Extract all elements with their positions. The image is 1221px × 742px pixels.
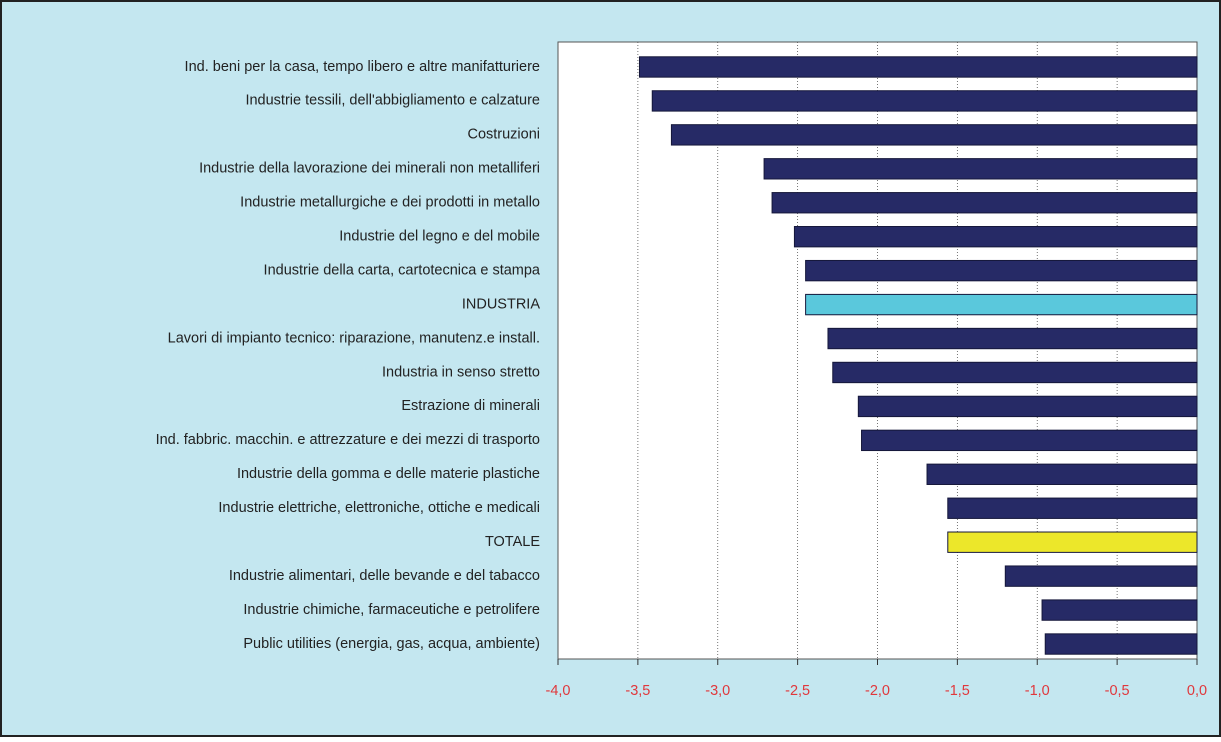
bar bbox=[857, 395, 1198, 418]
y-tick-label: Industrie alimentari, delle bevande e de… bbox=[229, 568, 540, 584]
x-tick-label: -3,0 bbox=[705, 683, 730, 699]
bar bbox=[1044, 633, 1198, 655]
x-tick-label: -1,5 bbox=[945, 683, 970, 699]
y-tick-label: Ind. beni per la casa, tempo libero e al… bbox=[185, 59, 540, 75]
y-tick-label: Costruzioni bbox=[467, 127, 540, 143]
bar bbox=[926, 463, 1198, 485]
y-tick-label: Industrie elettriche, elettroniche, otti… bbox=[218, 500, 540, 516]
x-tick-label: -3,5 bbox=[625, 683, 650, 699]
bar bbox=[827, 327, 1198, 350]
x-tick-label: -0,5 bbox=[1105, 683, 1130, 699]
y-tick-label: TOTALE bbox=[485, 534, 540, 550]
bar bbox=[805, 293, 1198, 316]
x-tick-label: -1,0 bbox=[1025, 683, 1050, 699]
bar bbox=[947, 497, 1198, 519]
bar bbox=[947, 531, 1198, 553]
bar bbox=[651, 90, 1198, 112]
y-tick-label: Public utilities (energia, gas, acqua, a… bbox=[243, 636, 540, 652]
y-tick-label: Industrie della lavorazione dei minerali… bbox=[199, 161, 540, 177]
y-tick-label: Industrie della gomma e delle materie pl… bbox=[237, 466, 540, 482]
x-tick-label: -4,0 bbox=[546, 683, 571, 699]
bar bbox=[670, 124, 1198, 146]
bar bbox=[771, 192, 1198, 214]
x-tick-label: -2,5 bbox=[785, 683, 810, 699]
y-tick-label: Industrie tessili, dell'abbigliamento e … bbox=[245, 93, 540, 109]
bar bbox=[1004, 565, 1198, 587]
x-tick-label: -2,0 bbox=[865, 683, 890, 699]
y-tick-label: Industrie chimiche, farmaceutiche e petr… bbox=[243, 602, 540, 618]
y-tick-label: Ind. fabbric. macchin. e attrezzature e … bbox=[156, 432, 540, 448]
bar bbox=[805, 259, 1198, 282]
y-tick-label: INDUSTRIA bbox=[462, 296, 540, 312]
y-tick-label: Industrie della carta, cartotecnica e st… bbox=[264, 262, 541, 278]
bar bbox=[763, 158, 1198, 180]
bar bbox=[793, 226, 1198, 248]
y-tick-label: Industria in senso stretto bbox=[382, 364, 540, 380]
bar bbox=[861, 429, 1198, 452]
x-tick-label: 0,0 bbox=[1187, 683, 1207, 699]
y-tick-label: Industrie del legno e del mobile bbox=[339, 229, 540, 245]
bar bbox=[1041, 599, 1198, 621]
bar bbox=[832, 361, 1198, 384]
y-tick-label: Industrie metallurgiche e dei prodotti i… bbox=[240, 195, 540, 211]
bar bbox=[638, 56, 1198, 78]
y-tick-label: Lavori di impianto tecnico: riparazione,… bbox=[168, 330, 540, 346]
y-tick-label: Estrazione di minerali bbox=[401, 398, 540, 414]
